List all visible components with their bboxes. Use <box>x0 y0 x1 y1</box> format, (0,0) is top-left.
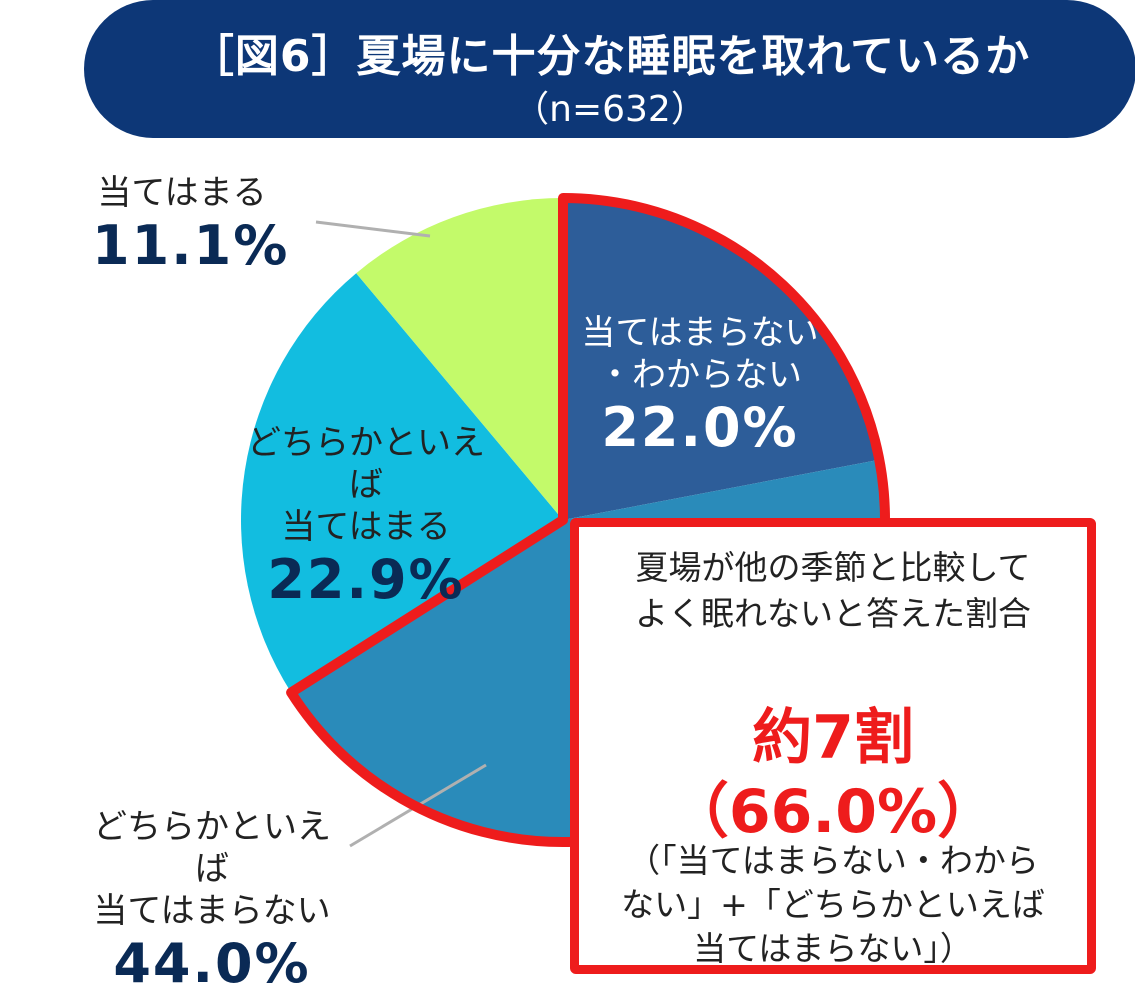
callout-headline: 約7割 <box>752 703 914 773</box>
callout-line-2: よく眠れないと答えた割合 <box>635 594 1031 633</box>
label-s2-name-1: どちらかといえば <box>93 807 331 889</box>
callout-box: 夏場が他の季節と比較して よく眠れないと答えた割合 約7割 （66.0%） （「… <box>570 518 1096 974</box>
callout-note-3: 当てはまらない」） <box>693 929 973 968</box>
label-s1-name-2: ・わからない <box>598 355 802 395</box>
label-s1-value: 22.0% <box>601 396 799 459</box>
chart-title: ［図6］夏場に十分な睡眠を取れているか <box>189 31 1031 82</box>
label-s1-name-1: 当てはまらない <box>581 313 819 353</box>
label-s3-value: 22.9% <box>267 548 465 611</box>
label-s3-name-1: どちらかといえば <box>247 423 485 505</box>
callout-note-1: （「当てはまらない・わから <box>627 841 1039 880</box>
title-banner: ［図6］夏場に十分な睡眠を取れているか （n=632） <box>84 0 1135 138</box>
callout-description: 夏場が他の季節と比較して よく眠れないと答えた割合 <box>579 545 1087 637</box>
callout-note: （「当てはまらない・わから ない」+「どちらかといえば 当てはまらない」） <box>579 839 1087 971</box>
label-s2-value: 44.0% <box>113 932 311 995</box>
label-s3: どちらかといえば 当てはまる 22.9% <box>236 422 496 612</box>
label-s1: 当てはまらない ・わからない 22.0% <box>560 312 840 460</box>
label-s2: どちらかといえば 当てはまらない 44.0% <box>82 806 342 996</box>
label-s4-value: 11.1% <box>92 214 290 277</box>
pie-slice-1 <box>563 198 880 520</box>
callout-note-2: ない」+「どちらかといえば <box>621 885 1045 924</box>
callout-percentage: （66.0%） <box>668 777 998 847</box>
pie-slice-4 <box>356 198 563 520</box>
label-s3-name-2: 当てはまる <box>281 507 451 547</box>
chart-subtitle: （n=632） <box>513 89 707 130</box>
leader-line-s4 <box>315 220 431 238</box>
label-s4-name: 当てはまる <box>97 173 267 213</box>
label-s2-name-2: 当てはまらない <box>93 891 331 931</box>
pie-slice-3 <box>241 273 563 693</box>
label-s4: 当てはまる 11.1% <box>92 172 290 278</box>
callout-line-1: 夏場が他の季節と比較して <box>635 548 1031 587</box>
